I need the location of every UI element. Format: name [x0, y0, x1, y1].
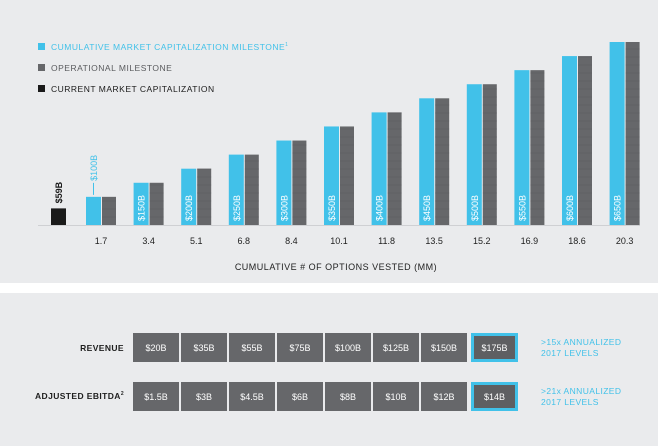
- revenue-cell: $35B: [181, 333, 227, 362]
- operational-milestone-bar: [530, 70, 545, 226]
- operational-milestone-bar: [197, 168, 212, 225]
- ebitda-cell: $6B: [277, 382, 323, 411]
- legend-swatch-current: [38, 85, 45, 92]
- operational-milestone-bar: [340, 126, 354, 225]
- cumulative-milestone-bar: [514, 70, 530, 226]
- legend-label-operational: OPERATIONAL MILESTONE: [51, 62, 173, 73]
- bar-value-label: $150B: [137, 195, 147, 221]
- bar-value-label: $600B: [565, 195, 575, 221]
- x-tick-label: 1.7: [95, 236, 108, 246]
- bar-value-label: $200B: [184, 195, 194, 221]
- cumulative-milestone-bar: [276, 140, 292, 225]
- operational-milestone-bar: [435, 98, 450, 225]
- ebitda-note-line2: 2017 LEVELS: [541, 397, 599, 407]
- current-market-cap-label: $59B: [54, 181, 64, 203]
- x-tick-label: 13.5: [425, 236, 443, 246]
- bar-value-label: $250B: [232, 195, 242, 221]
- ebitda-cell: $4.5B: [229, 382, 275, 411]
- milestones-panel: [0, 293, 658, 446]
- x-tick-label: 11.8: [378, 236, 395, 246]
- cumulative-milestone-bar: [419, 98, 435, 225]
- ebitda-cell: $10B: [373, 382, 419, 411]
- legend-label-current: CURRENT MARKET CAPITALIZATION: [51, 83, 215, 94]
- ebitda-row: $1.5B $3B $4.5B $6B $8B $10B $12B $14B: [133, 382, 520, 411]
- revenue-row: $20B $35B $55B $75B $100B $125B $150B $1…: [133, 333, 520, 362]
- revenue-note: >15x ANNUALIZED 2017 LEVELS: [541, 337, 621, 359]
- revenue-cell: $20B: [133, 333, 179, 362]
- revenue-cell: $55B: [229, 333, 275, 362]
- x-tick-label: 10.1: [330, 236, 348, 246]
- legend-label-cumulative: CUMULATIVE MARKET CAPITALIZATION MILESTO…: [51, 41, 289, 52]
- ebitda-cell: $12B: [421, 382, 467, 411]
- cumulative-milestone-bar: [466, 84, 482, 225]
- ebitda-cell: $1.5B: [133, 382, 179, 411]
- x-tick-label: 16.9: [521, 236, 539, 246]
- bar-value-label: $400B: [375, 195, 385, 221]
- x-tick-label: 8.4: [285, 236, 298, 246]
- revenue-row-label: REVENUE: [80, 343, 124, 353]
- bar-value-label: $350B: [327, 195, 337, 221]
- legend-item-operational: OPERATIONAL MILESTONE: [38, 57, 288, 78]
- operational-milestone-bar: [578, 56, 592, 226]
- x-tick-label: 5.1: [190, 236, 203, 246]
- bar-value-label: $550B: [517, 195, 527, 221]
- x-tick-label: 3.4: [142, 236, 155, 246]
- x-tick-label: 6.8: [238, 236, 251, 246]
- cumulative-milestone-bar: [371, 112, 387, 225]
- ebitda-row-label: ADJUSTED EBITDA2: [35, 391, 124, 401]
- cumulative-milestone-bar: [86, 196, 101, 225]
- bar-value-label: $650B: [613, 195, 623, 221]
- revenue-cell-highlighted: $175B: [471, 333, 518, 362]
- operational-milestone-bar: [482, 84, 497, 225]
- legend-swatch-operational: [38, 64, 45, 71]
- cumulative-milestone-bar: [562, 56, 577, 226]
- legend-item-current: CURRENT MARKET CAPITALIZATION: [38, 78, 288, 99]
- legend-item-cumulative: CUMULATIVE MARKET CAPITALIZATION MILESTO…: [38, 36, 288, 57]
- bar-chart: $59B $100B 1.7 $150B 3.4 $200B 5.1 $250B 6.8 $300…: [38, 42, 640, 272]
- revenue-note-line2: 2017 LEVELS: [541, 348, 599, 358]
- revenue-cell: $125B: [373, 333, 419, 362]
- cumulative-milestone-bar: [181, 168, 197, 225]
- operational-milestone-bar: [292, 140, 307, 225]
- x-tick-label: 15.2: [473, 236, 491, 246]
- bar-value-label: $100B: [89, 155, 99, 181]
- bar-value-label: $500B: [470, 195, 480, 221]
- x-tick-label: 18.6: [568, 236, 586, 246]
- revenue-cell: $75B: [277, 333, 323, 362]
- current-market-cap-bar: [51, 208, 66, 225]
- legend-swatch-cumulative: [38, 43, 45, 50]
- bar-value-label: $450B: [422, 195, 432, 221]
- operational-milestone-bar: [102, 196, 116, 225]
- operational-milestone-bar: [387, 112, 402, 225]
- bar-value-label: $300B: [279, 195, 289, 221]
- revenue-cell: $100B: [325, 333, 371, 362]
- x-axis-title: CUMULATIVE # OF OPTIONS VESTED (MM): [235, 262, 437, 272]
- operational-milestone-bar: [149, 182, 164, 225]
- revenue-note-line1: >15x ANNUALIZED: [541, 337, 622, 347]
- chart-legend: CUMULATIVE MARKET CAPITALIZATION MILESTO…: [38, 36, 288, 99]
- cumulative-milestone-bar: [228, 154, 244, 225]
- ebitda-note-line1: >21x ANNUALIZED: [541, 386, 622, 396]
- cumulative-milestone-bar: [133, 182, 149, 225]
- operational-milestone-bar: [625, 42, 640, 225]
- ebitda-cell: $3B: [181, 382, 227, 411]
- cumulative-milestone-bar: [324, 126, 339, 225]
- cumulative-milestone-bar: [609, 42, 625, 225]
- ebitda-cell: $8B: [325, 382, 371, 411]
- ebitda-cell-highlighted: $14B: [471, 382, 518, 411]
- revenue-cell: $150B: [421, 333, 467, 362]
- operational-milestone-bar: [244, 154, 259, 225]
- ebitda-note: >21x ANNUALIZED 2017 LEVELS: [541, 386, 621, 408]
- x-tick-label: 20.3: [616, 236, 634, 246]
